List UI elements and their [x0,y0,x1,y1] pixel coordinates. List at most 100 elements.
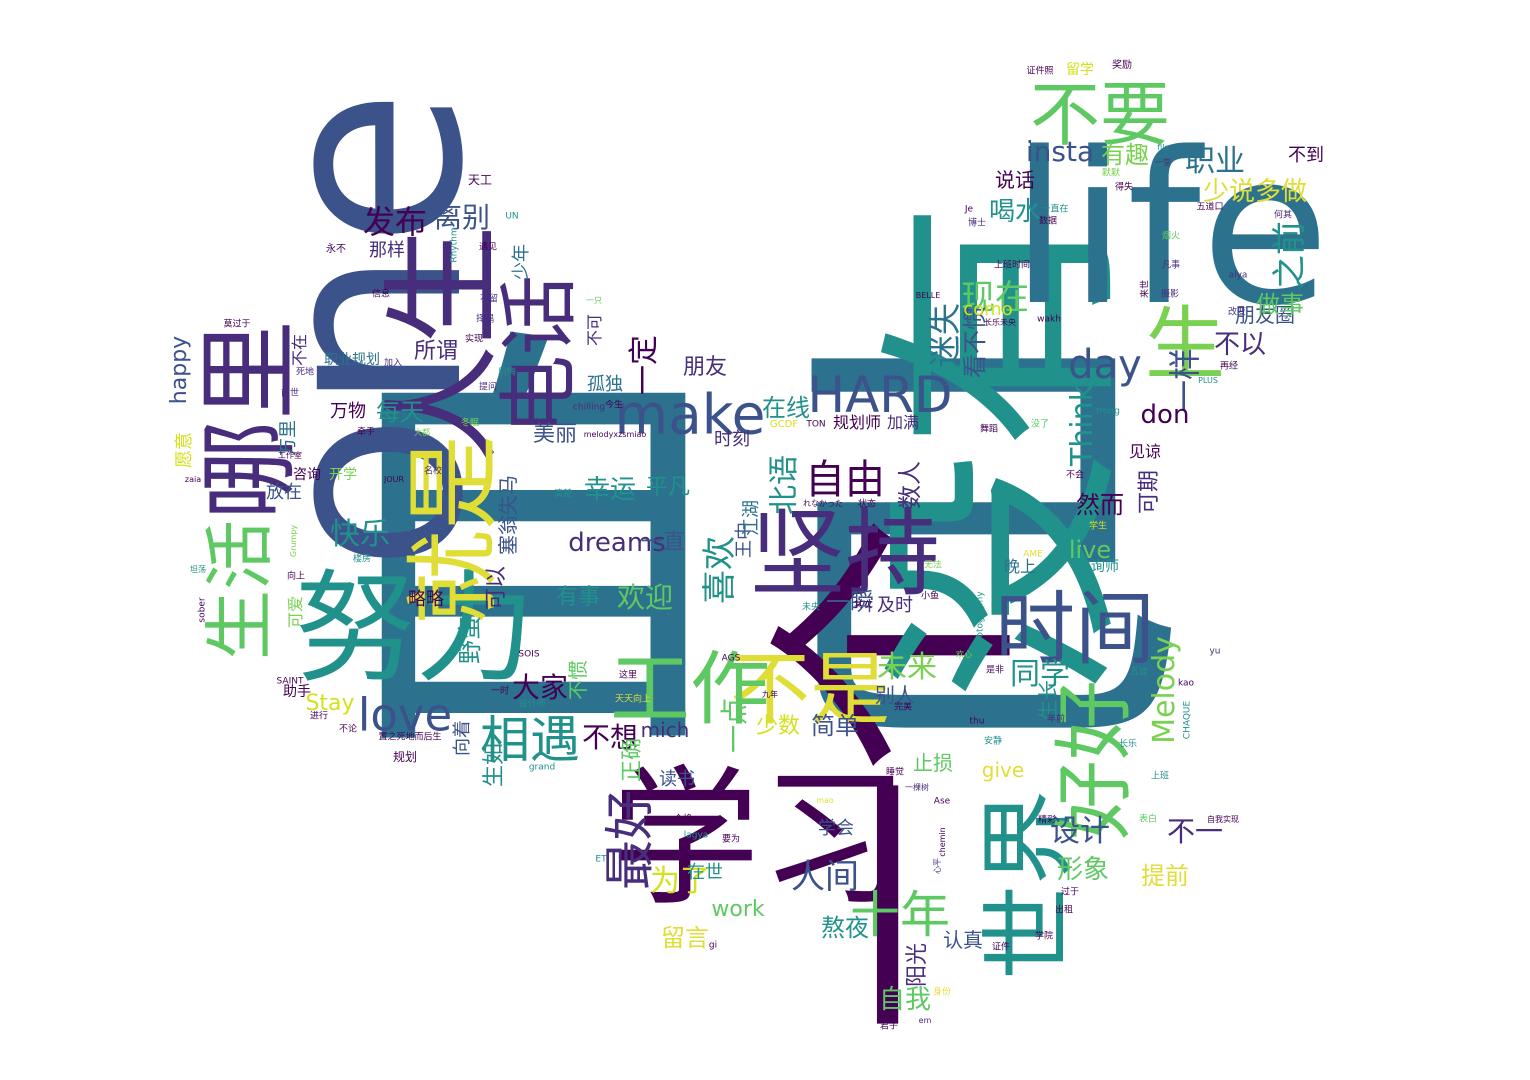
word-cloud-word: 博士 [967,218,987,229]
word-cloud-word: 长乐未央 [984,318,1016,327]
word-cloud-word: Melody [1147,636,1182,744]
word-cloud-word: chilling [572,402,606,413]
word-cloud-word: 少数 [755,714,801,739]
word-cloud-word: 咨询 [293,467,321,483]
word-cloud-word: 规划 [392,750,418,764]
word-cloud-word: 生活 [199,520,281,660]
word-cloud-word: 有事 [555,585,601,610]
word-cloud-word: 精彩 [1037,815,1057,826]
word-cloud-word: 心平 [933,858,942,874]
word-cloud-word: lagya [683,830,709,841]
word-cloud-word: 烟火 [1161,231,1181,242]
word-cloud-word: 咨询师 [1077,559,1119,575]
word-cloud-word: 提前 [1141,862,1189,890]
word-cloud-word: 简单 [811,712,859,740]
word-cloud-word: 同学 [1010,657,1070,692]
word-cloud-word: chemin [938,827,947,857]
word-cloud-word: live [1068,536,1112,564]
word-cloud-word: 职业规划 [324,352,380,368]
word-cloud-word: 职业 [1185,144,1245,179]
word-cloud-word: AGS [721,653,741,664]
word-cloud-word: 迷失 [926,302,964,368]
word-cloud-word: 完美 [893,702,913,713]
word-cloud-word: 莫过于 [223,319,251,330]
word-cloud-word: 过于 [1060,887,1080,898]
word-cloud-word: 生 [1145,298,1225,391]
word-cloud-word: 自由 [805,457,885,503]
word-cloud-word: sober [197,597,208,623]
word-cloud-word: 一只 [586,296,602,305]
word-cloud-word: thu [969,716,985,727]
word-cloud-word: 平凡 [645,475,691,500]
word-cloud-word: 人间 [791,857,859,897]
word-cloud-word: 数据 [1038,216,1058,227]
word-cloud-word: 塞翁失马 [496,475,520,555]
word-cloud-word: Je [964,204,974,215]
word-cloud-word: 其次 [853,600,873,611]
word-cloud-word: 十年 [850,886,950,944]
word-cloud-word: TON [806,419,826,430]
word-cloud-word: CHAQUE [1182,700,1193,740]
word-cloud-word: make [614,382,766,447]
word-cloud-word: alya [1228,270,1248,281]
word-cloud-word: SAINT [276,676,304,687]
word-cloud-word: work [711,897,765,922]
word-cloud-word: BELLE [915,291,941,300]
word-cloud-word: 一定 [627,335,662,395]
word-cloud-word: love [357,688,453,742]
word-cloud-word: 可期 [1137,469,1162,515]
word-cloud-word: 不在 [290,333,309,367]
word-cloud-word: 出租 [1054,905,1074,916]
word-cloud-word: れなかった [803,499,843,508]
word-cloud-word: 设计 [1050,814,1110,849]
word-cloud-word: 愿意 [174,432,195,468]
word-cloud-word: 相遇 [480,711,580,769]
word-cloud-word: don [1140,400,1190,430]
word-cloud-word: 工作 [610,643,770,736]
word-cloud-word: 规划师 [832,413,882,432]
word-cloud-word: 工作室 [278,451,302,460]
word-cloud-word: wakh [1037,314,1061,325]
word-cloud-word: 上班时间 [993,260,1031,271]
word-cloud-word: yu [1209,646,1221,657]
word-cloud-word: kao [1177,678,1195,689]
word-cloud-word: PLUS [1198,376,1218,385]
word-cloud-word: 未来 [877,650,937,685]
word-cloud-word: 证件 [991,942,1011,953]
word-cloud-word: 生如 [482,742,507,788]
word-cloud-word: 永不 [326,244,346,255]
word-cloud-word: 不论 [338,724,358,735]
word-cloud-word: 学会 [818,818,854,839]
word-cloud-word: 是非 [985,665,1005,676]
word-cloud-word: 可以 [484,565,509,611]
word-cloud-word: 设计师 [518,699,546,710]
word-cloud-word: 实现 [464,334,484,345]
word-cloud-word: 别人 [875,683,915,707]
word-cloud-word: 信息 [371,289,391,300]
word-cloud-word: 之前 [1270,221,1310,289]
word-cloud-word: 晚上 [1003,557,1037,576]
word-cloud-word: 改变 [1227,307,1247,318]
word-cloud-word: 留学 [1066,62,1094,78]
word-cloud-word: 幸运 [583,475,637,505]
word-cloud-word: 学院 [1034,931,1054,942]
word-cloud-word: 可爱 [286,595,305,629]
word-cloud-word: Stay [305,691,355,716]
word-cloud-word: 最好 [601,790,659,890]
word-cloud-word: 万物 [330,401,366,422]
word-cloud-word: 欢心 [956,650,972,659]
word-cloud-word: 阳光 [905,942,930,988]
word-cloud-word: 睡觉 [885,767,905,778]
word-cloud-word: mich [640,718,690,742]
word-cloud-word: 身份 [932,987,952,998]
word-cloud-word: 开学 [329,467,357,483]
word-cloud-word: 一时 [490,686,510,697]
word-cloud-word: 朋友圈 [1235,303,1295,327]
word-cloud-word: 摄影 [1160,289,1180,300]
word-cloud-word: 一直 [640,530,686,555]
word-cloud-word: 这里 [618,670,638,681]
word-cloud-word: 学习 [609,753,911,927]
word-cloud-word: 江湖 [741,500,762,536]
word-cloud-word: 一瞬 [826,588,874,616]
